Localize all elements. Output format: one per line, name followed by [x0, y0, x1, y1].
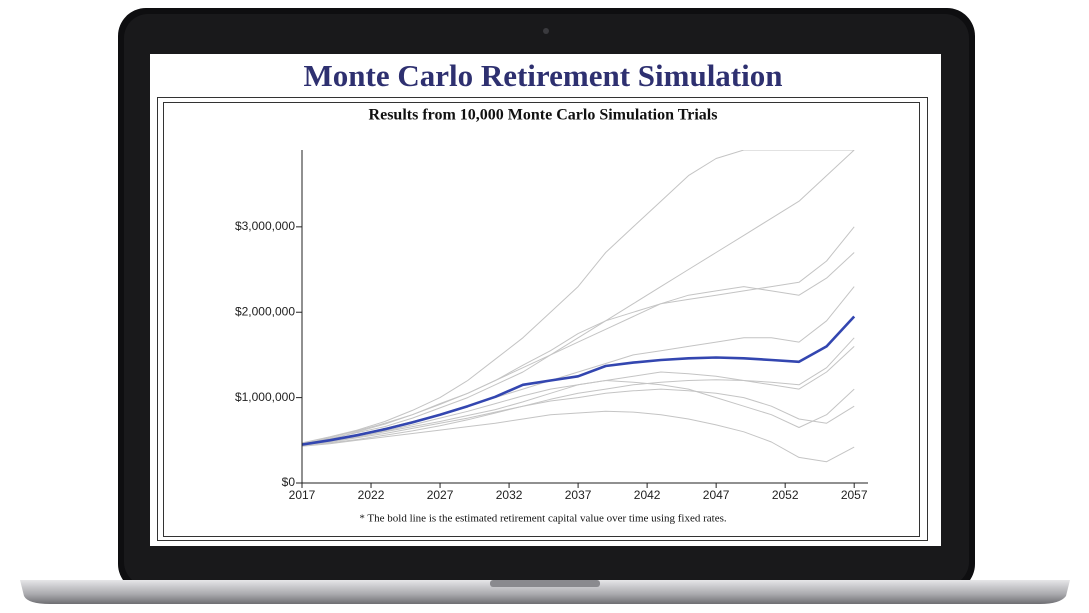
trial-line [302, 252, 855, 445]
x-tick-label: 2047 [703, 488, 730, 502]
laptop-base [20, 580, 1070, 604]
x-tick-label: 2017 [289, 488, 316, 502]
x-tick-label: 2042 [634, 488, 661, 502]
y-tick-label: $0 [282, 475, 296, 489]
y-tick-label: $3,000,000 [235, 219, 295, 233]
chart-frame-inner [163, 102, 920, 537]
trial-line [302, 226, 855, 445]
trial-line [302, 388, 855, 446]
y-tick-label: $1,000,000 [235, 390, 295, 404]
trial-line [302, 410, 855, 463]
x-tick-label: 2052 [772, 488, 799, 502]
x-tick-label: 2027 [427, 488, 454, 502]
y-tick-label: $2,000,000 [235, 304, 295, 318]
chart-frame [157, 97, 928, 541]
x-tick-label: 2032 [496, 488, 523, 502]
page-title: Monte Carlo Retirement Simulation [304, 58, 783, 93]
x-tick-label: 2037 [565, 488, 592, 502]
trial-line [302, 150, 855, 444]
plot-area [302, 150, 856, 463]
estimate-line [302, 315, 856, 446]
trial-line [302, 150, 855, 446]
camera [543, 28, 549, 34]
chart-title: Results from 10,000 Monte Carlo Simulati… [369, 107, 718, 124]
laptop-notch [490, 580, 600, 587]
chart-footnote: * The bold line is the estimated retirem… [359, 513, 727, 525]
screen [150, 54, 941, 546]
x-tick-label: 2057 [841, 488, 868, 502]
trial-line [302, 337, 855, 446]
x-tick-label: 2022 [358, 488, 385, 502]
trial-line [302, 380, 855, 446]
